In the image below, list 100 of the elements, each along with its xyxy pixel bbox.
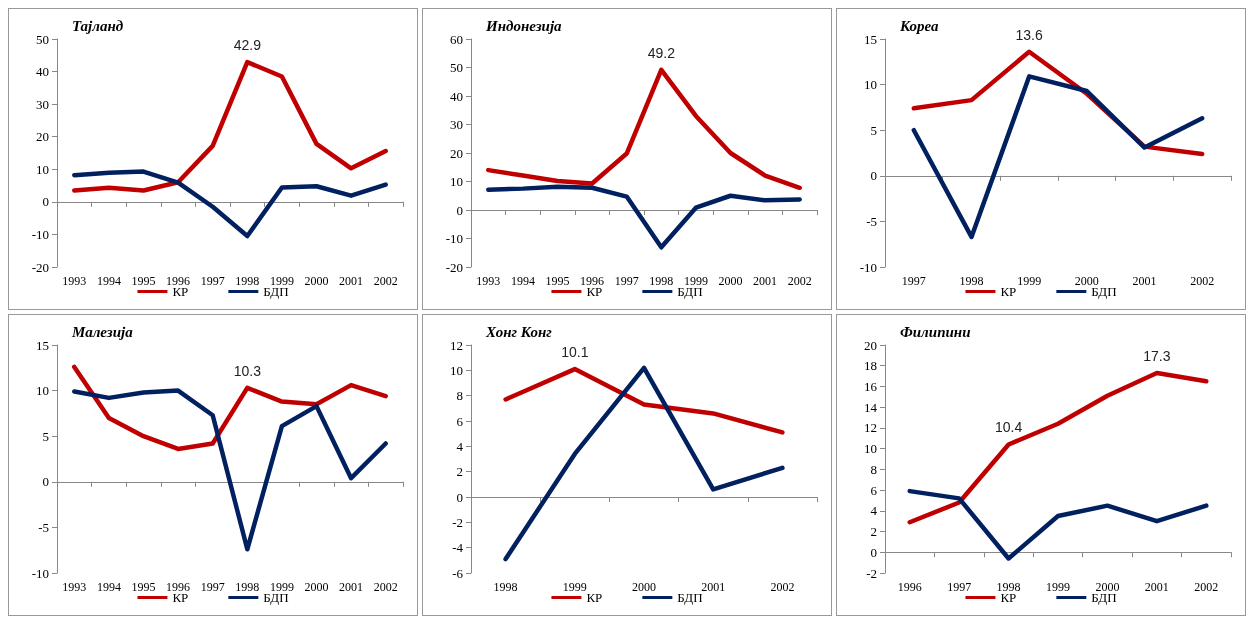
x-tick-label: 2002 [787,274,812,288]
y-tick-label: -4 [452,540,464,556]
y-tick-label: 0 [42,194,49,210]
x-tick-label: 1993 [62,274,87,288]
x-tick-label: 2001 [339,580,364,594]
y-tick-label: 16 [864,378,878,394]
y-tick-label: -10 [859,259,877,275]
y-tick-label: -10 [445,231,463,246]
x-tick-label: 2002 [1190,274,1215,288]
y-tick-label: 15 [864,31,877,47]
y-tick-label: -2 [866,565,877,581]
y-tick-label: 5 [42,428,49,444]
line-series [72,59,388,193]
y-tick-label: 10 [864,77,877,93]
annotation: 10.4 [994,419,1023,436]
x-tick-label: 1997 [901,274,926,288]
y-tick-label: 30 [450,117,463,132]
y-tick-label: -10 [31,565,49,581]
y-tick-label: 4 [870,503,878,519]
y-tick-label: 10 [36,383,49,399]
annotation: 10.3 [233,362,262,379]
y-tick-label: -5 [38,519,49,535]
y-tick-label: 60 [450,31,463,47]
x-tick-label: 1997 [200,580,225,594]
legend-label: КР [586,590,603,605]
chart-title: Филипини [900,323,971,340]
line-series [486,184,802,250]
chart-title: Индонезија [485,17,563,34]
y-tick-label: 0 [456,202,463,218]
line-series [486,67,802,191]
y-tick-label: 40 [36,64,49,80]
y-tick-label: -6 [452,565,464,581]
y-tick-label: -20 [445,259,463,275]
x-tick-label: 1999 [1046,580,1070,594]
y-tick-label: -5 [866,213,877,229]
chart-title: Кореа [899,17,940,34]
line-series [72,388,388,552]
y-tick-label: 10 [36,161,49,177]
y-tick-label: 0 [870,168,877,184]
line-series [503,366,785,435]
annotation: 17.3 [1143,347,1171,364]
x-tick-label: 2001 [701,580,726,594]
x-tick-label: 1995 [131,274,156,288]
y-tick-label: 20 [864,337,877,353]
y-tick-label: 20 [450,145,463,161]
y-tick-label: 12 [450,337,463,353]
x-tick-label: 2002 [373,580,398,594]
chart-title: Малезија [71,323,134,340]
y-tick-label: 10 [864,441,877,457]
x-tick-label: 1994 [96,274,121,288]
y-tick-label: -2 [452,514,463,530]
chart-title: Хонг Конг [485,323,553,340]
legend-label: БДП [677,590,703,605]
y-tick-label: 2 [870,524,877,540]
x-tick-label: 1997 [200,274,225,288]
y-tick-label: 4 [456,438,464,454]
legend-label: КР [1000,284,1017,299]
x-tick-label: 1994 [510,274,535,288]
x-tick-label: 2002 [770,580,795,594]
y-tick-label: 20 [36,129,49,145]
line-series [503,365,785,562]
y-tick-label: -10 [31,226,49,242]
y-tick-label: 10 [450,362,463,378]
y-tick-label: 5 [870,122,877,138]
x-tick-label: 2000 [304,580,329,594]
x-tick-label: 2000 [632,580,656,594]
x-tick-label: 1997 [614,274,639,288]
y-tick-label: 10 [450,174,463,189]
x-tick-label: 2002 [1194,580,1219,594]
line-series [907,488,1209,561]
x-tick-label: 1998 [493,580,518,594]
annotation: 13.6 [1015,26,1043,43]
x-tick-label: 1998 [959,274,984,288]
x-tick-label: 1997 [947,580,972,594]
x-tick-label: 1998 [235,580,260,594]
line-series [72,169,388,239]
y-tick-label: 0 [870,544,877,560]
x-tick-label: 1995 [131,580,156,594]
x-tick-label: 1995 [545,274,570,288]
line-series [72,364,388,452]
line-series [911,74,1205,240]
y-tick-label: 15 [36,337,49,353]
annotation: 49.2 [647,44,676,61]
x-tick-label: 1994 [96,580,121,594]
y-tick-label: 14 [864,399,878,415]
y-tick-label: 6 [456,413,464,429]
x-tick-label: 1996 [897,580,922,594]
x-tick-label: 1993 [476,274,501,288]
y-tick-label: 30 [36,96,49,112]
x-tick-label: 2001 [1132,274,1157,288]
x-tick-label: 1999 [1017,274,1042,288]
annotation: 42.9 [233,37,262,54]
x-tick-label: 2001 [339,274,364,288]
x-tick-label: 1998 [649,274,674,288]
x-tick-label: 2002 [373,274,398,288]
y-tick-label: 40 [450,88,463,104]
chart-title: Тајланд [72,17,124,34]
x-tick-label: 2000 [718,274,743,288]
y-tick-label: 0 [456,489,463,505]
y-tick-label: 8 [456,388,463,404]
